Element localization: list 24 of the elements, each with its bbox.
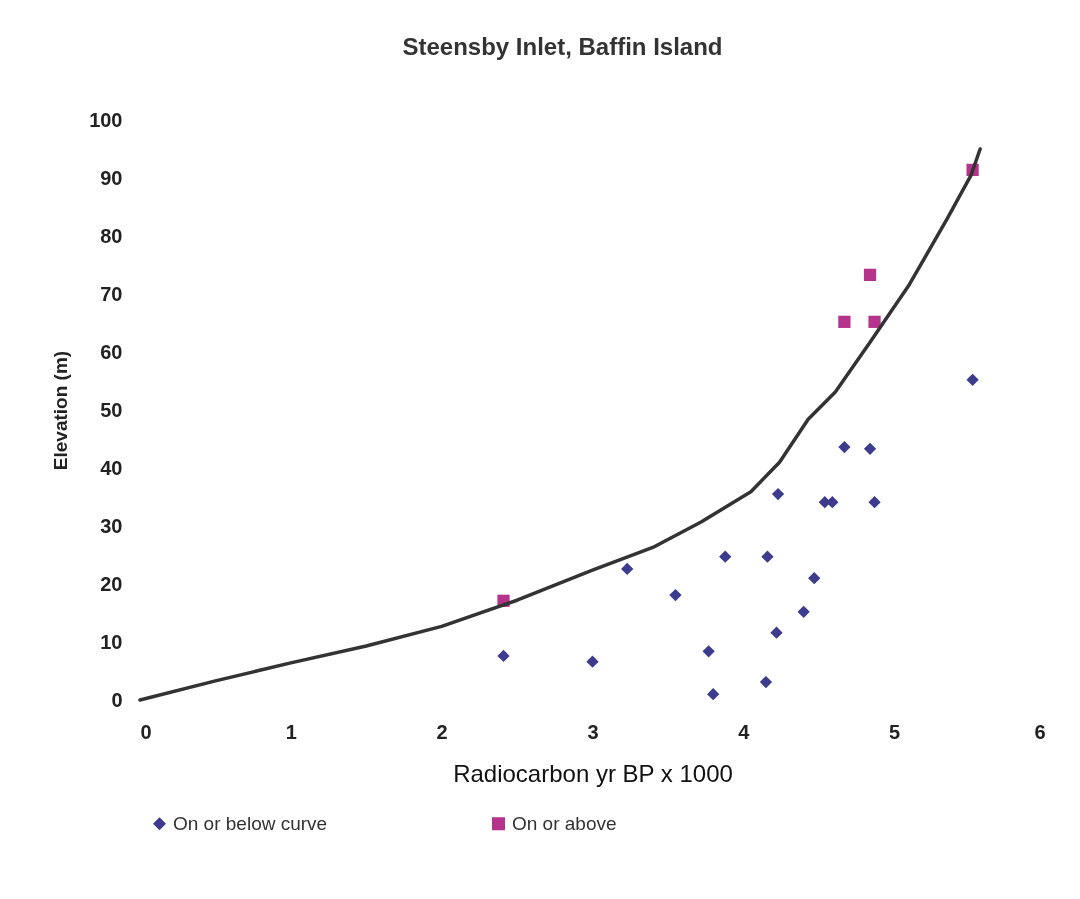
line-series xyxy=(138,147,982,702)
y-tick-label: 0 xyxy=(111,688,123,711)
y-tick-label: 30 xyxy=(100,514,123,537)
legend-label: On or above xyxy=(512,812,617,834)
x-tick-label: 6 xyxy=(1034,720,1046,743)
y-axis-title: Elevation (m) xyxy=(50,350,72,471)
legend-label: On or below curve xyxy=(173,812,328,834)
x-axis-title: Radiocarbon yr BP x 1000 xyxy=(453,759,733,787)
x-tick-label: 4 xyxy=(738,720,751,743)
y-tick-label: 70 xyxy=(100,282,123,305)
x-tick-label: 5 xyxy=(889,720,901,743)
y-tick-label: 20 xyxy=(100,572,123,595)
x-tick-label: 0 xyxy=(140,720,152,743)
y-tick-label: 10 xyxy=(100,630,123,653)
x-tick-label: 1 xyxy=(285,720,297,743)
y-tick-label: 90 xyxy=(100,166,123,189)
y-tick-label: 50 xyxy=(100,398,123,421)
y-tick-label: 40 xyxy=(100,456,123,479)
chart-title: Steensby Inlet, Baffin Island xyxy=(402,33,723,60)
y-tick-label: 80 xyxy=(100,224,123,247)
x-tick-label: 2 xyxy=(436,720,448,743)
x-tick-label: 3 xyxy=(587,720,599,743)
y-tick-label: 60 xyxy=(100,340,123,363)
y-tick-label: 100 xyxy=(89,108,123,131)
